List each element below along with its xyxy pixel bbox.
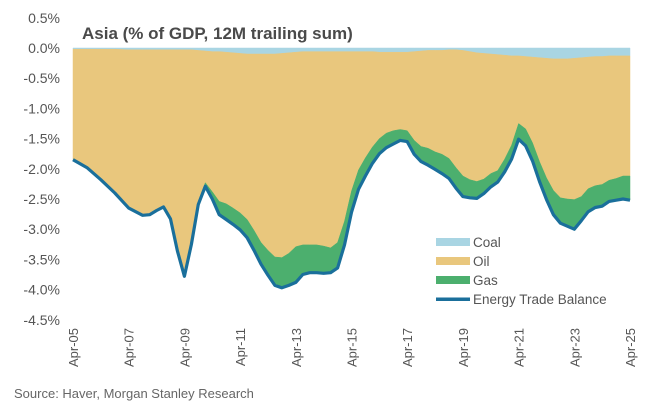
chart: 0.5% 0.0% -0.5% -1.0% -1.5% -2.0% -2.5% -3.0% -3… <box>23 10 638 367</box>
x-tick-label: Apr-15 <box>345 328 360 367</box>
y-axis: 0.5% 0.0% -0.5% -1.0% -1.5% -2.0% -2.5% -3.0% -3… <box>23 10 60 328</box>
y-tick-label: -4.5% <box>23 312 60 328</box>
legend-label: Energy Trade Balance <box>473 292 607 307</box>
x-tick-label: Apr-19 <box>456 328 471 367</box>
legend-swatch-coal <box>436 238 470 246</box>
y-tick-label: 0.0% <box>28 40 60 56</box>
legend-label: Gas <box>473 273 498 288</box>
legend-swatch-oil <box>436 257 470 265</box>
legend-swatch-gas <box>436 276 470 284</box>
y-tick-label: 0.5% <box>28 10 60 26</box>
x-tick-label: Apr-11 <box>233 328 248 366</box>
legend-swatch-energy-trade-balance <box>436 297 470 301</box>
x-tick-label: Apr-17 <box>400 328 415 367</box>
y-tick-label: -4.0% <box>23 282 60 298</box>
x-tick-label: Apr-21 <box>512 328 527 367</box>
x-tick-label: Apr-05 <box>66 328 81 367</box>
x-axis: Apr-05 Apr-07 Apr-09 Apr-11 Apr-13 Apr-15 Apr-… <box>66 328 638 367</box>
x-tick-label: Apr-25 <box>623 328 638 367</box>
y-tick-label: -3.5% <box>23 251 60 267</box>
x-tick-label: Apr-23 <box>567 328 582 367</box>
legend: Coal Oil Gas Energy Trade Balance <box>436 235 607 307</box>
area-oil <box>72 48 631 276</box>
y-tick-label: -0.5% <box>23 70 60 86</box>
x-tick-label: Apr-07 <box>122 328 137 367</box>
y-tick-label: -3.0% <box>23 221 60 237</box>
y-tick-label: -2.5% <box>23 191 60 207</box>
y-tick-label: -1.0% <box>23 100 60 116</box>
y-tick-label: -2.0% <box>23 161 60 177</box>
x-tick-label: Apr-09 <box>177 328 192 367</box>
legend-label: Oil <box>473 254 490 269</box>
y-tick-label: -1.5% <box>23 131 60 147</box>
legend-label: Coal <box>473 235 501 250</box>
chart-title: Asia (% of GDP, 12M trailing sum) <box>82 24 353 43</box>
balance-line-layer <box>72 137 631 290</box>
line-energy-trade-balance <box>72 137 631 290</box>
stacked-areas <box>72 47 631 289</box>
x-tick-label: Apr-13 <box>289 328 304 367</box>
source-note: Source: Haver, Morgan Stanley Research <box>14 386 254 401</box>
